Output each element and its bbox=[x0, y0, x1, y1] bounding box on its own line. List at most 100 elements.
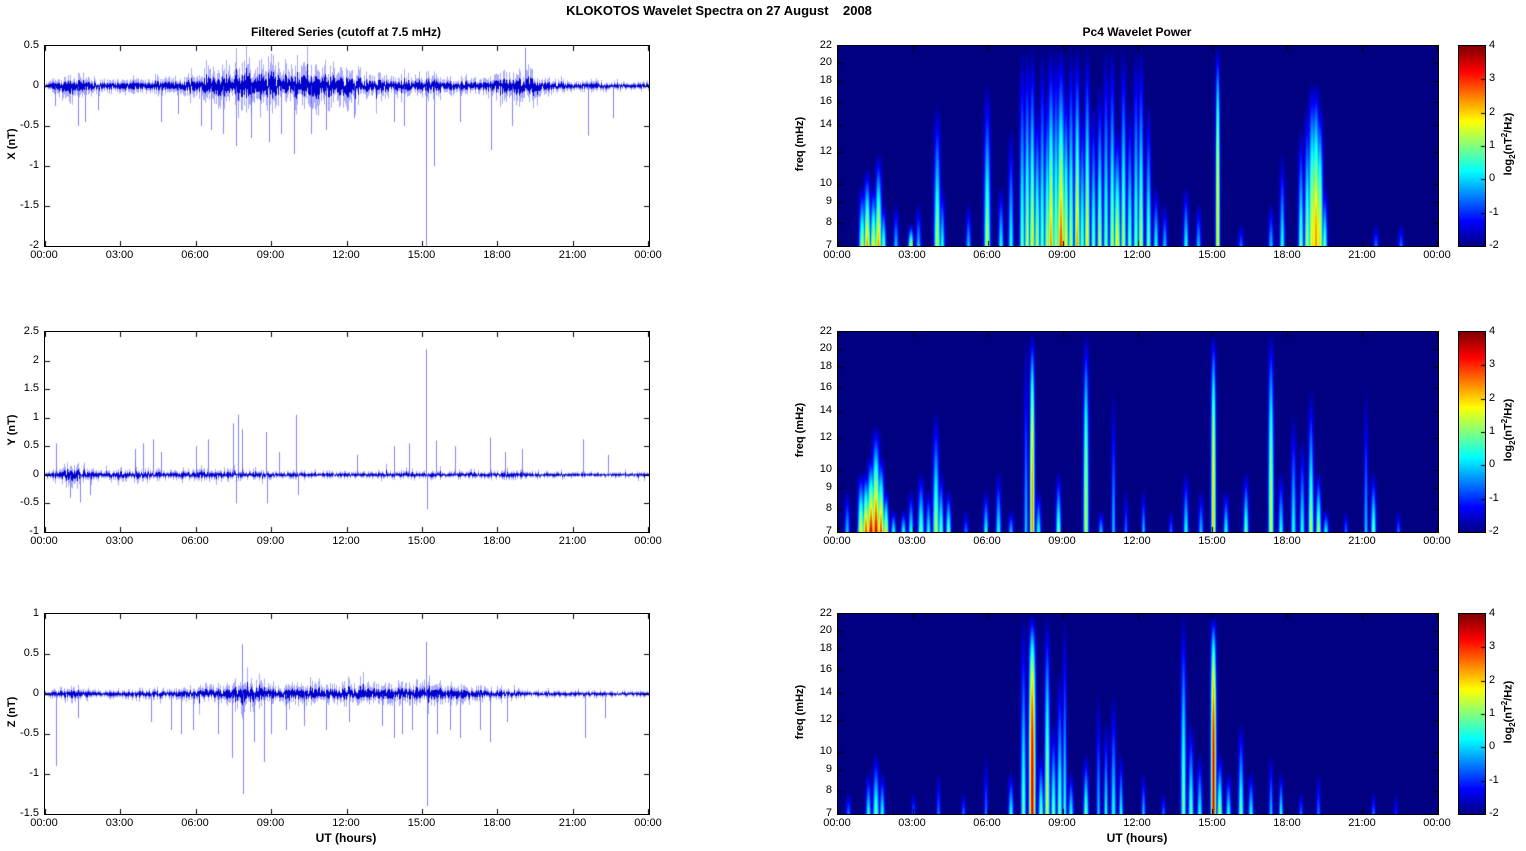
freq-tick-label: 9 bbox=[825, 195, 832, 208]
freq-tick-label: 22 bbox=[819, 39, 832, 51]
colorbar-tick-label: 0 bbox=[1489, 172, 1496, 185]
freq-tick-label: 22 bbox=[819, 607, 832, 619]
freq-tick-label: 8 bbox=[825, 783, 832, 796]
x-tick-label: 06:00 bbox=[973, 249, 1001, 261]
x-tick-label: 00:00 bbox=[634, 249, 662, 261]
x-tick-label: 06:00 bbox=[181, 817, 209, 829]
y-tick-label: -1 bbox=[29, 525, 39, 537]
freq-tick-label: 16 bbox=[819, 662, 832, 675]
timeseries-canvas-y bbox=[45, 332, 649, 532]
figure-title: KLOKOTOS Wavelet Spectra on 27 August 20… bbox=[566, 3, 872, 18]
x-tick-label: 15:00 bbox=[407, 535, 436, 547]
x-tick-label: 03:00 bbox=[105, 535, 134, 547]
x-tick-label: 21:00 bbox=[1348, 535, 1376, 547]
y-tick-label: -2 bbox=[29, 239, 39, 251]
colorbar-tick-label: -1 bbox=[1489, 491, 1499, 504]
x-tick-label: 12:00 bbox=[1123, 249, 1151, 261]
wavelet-panel-x bbox=[837, 45, 1439, 247]
y-tick-label: 0.5 bbox=[23, 39, 39, 51]
wavelet-panel-y bbox=[837, 331, 1439, 533]
x-tick-label: 00:00 bbox=[30, 817, 58, 829]
timeseries-canvas-z bbox=[45, 614, 649, 814]
y-tick-label: -1 bbox=[29, 767, 39, 779]
freq-tick-label: 14 bbox=[819, 117, 832, 130]
freq-tick-label: 14 bbox=[819, 403, 832, 416]
colorbar-canvas-x bbox=[1459, 46, 1485, 246]
x-tick-label: 21:00 bbox=[558, 249, 587, 261]
freq-tick-label: 9 bbox=[825, 481, 832, 494]
x-tick-label: 15:00 bbox=[407, 817, 436, 829]
colorbar-tick-label: -2 bbox=[1489, 525, 1499, 537]
x-tick-label: 06:00 bbox=[181, 535, 209, 547]
colorbar-tick-label: 4 bbox=[1489, 39, 1496, 51]
x-tick-label: 03:00 bbox=[898, 535, 926, 547]
x-tick-label: 18:00 bbox=[1273, 817, 1301, 829]
freq-tick-label: 12 bbox=[819, 712, 832, 725]
x-tick-label: 21:00 bbox=[1348, 817, 1376, 829]
freq-tick-label: 8 bbox=[825, 215, 832, 228]
y-axis-label-x: X (nT) bbox=[6, 128, 18, 160]
freq-tick-label: 20 bbox=[819, 55, 832, 68]
colorbar-tick-label: 0 bbox=[1489, 740, 1496, 753]
freq-tick-label: 18 bbox=[819, 74, 832, 87]
y-tick-label: 2.5 bbox=[23, 325, 39, 337]
colorbar-tick-label: -2 bbox=[1489, 807, 1499, 819]
x-tick-label: 00:00 bbox=[634, 535, 662, 547]
colorbar-tick-label: 3 bbox=[1489, 640, 1496, 653]
timeseries-panel-y bbox=[44, 331, 650, 533]
colorbar-tick-label: 3 bbox=[1489, 72, 1496, 85]
y-tick-label: -0.5 bbox=[20, 727, 39, 739]
freq-tick-label: 10 bbox=[819, 744, 832, 757]
colorbar-tick-label: 4 bbox=[1489, 607, 1496, 619]
colorbar-tick-label: -1 bbox=[1489, 773, 1499, 786]
x-tick-label: 06:00 bbox=[973, 817, 1001, 829]
freq-tick-label: 18 bbox=[819, 360, 832, 373]
colorbar-tick-label: 0 bbox=[1489, 458, 1496, 471]
freq-tick-label: 8 bbox=[825, 501, 832, 514]
wavelet-panel-z bbox=[837, 613, 1439, 815]
y-tick-label: -1.5 bbox=[20, 199, 39, 211]
colorbar-tick-label: 2 bbox=[1489, 391, 1496, 404]
freq-tick-label: 22 bbox=[819, 325, 832, 337]
x-tick-label: 09:00 bbox=[1048, 535, 1076, 547]
x-tick-label: 12:00 bbox=[1123, 817, 1151, 829]
x-tick-label: 03:00 bbox=[898, 817, 926, 829]
freq-tick-label: 16 bbox=[819, 94, 832, 107]
wavelet-canvas-x bbox=[838, 46, 1438, 246]
colorbar-y bbox=[1458, 331, 1486, 533]
freq-tick-label: 14 bbox=[819, 685, 832, 698]
y-tick-label: -1 bbox=[29, 159, 39, 171]
y-axis-label-z: Z (nT) bbox=[6, 696, 18, 728]
colorbar-tick-label: 1 bbox=[1489, 139, 1496, 151]
x-tick-label: 06:00 bbox=[973, 535, 1001, 547]
colorbar-tick-label: 3 bbox=[1489, 358, 1496, 371]
colorbar-tick-label: 4 bbox=[1489, 325, 1496, 337]
x-tick-label: 09:00 bbox=[256, 249, 285, 261]
x-tick-label: 00:00 bbox=[1423, 249, 1451, 261]
y-tick-label: 0.5 bbox=[23, 439, 39, 452]
y-tick-label: 0 bbox=[32, 79, 39, 91]
freq-tick-label: 9 bbox=[825, 763, 832, 776]
x-tick-label: 09:00 bbox=[256, 535, 285, 547]
x-tick-label: 12:00 bbox=[332, 249, 360, 261]
x-tick-label: 21:00 bbox=[1348, 249, 1376, 261]
x-tick-label: 00:00 bbox=[823, 249, 851, 261]
x-tick-label: 15:00 bbox=[407, 249, 436, 261]
colorbar-z bbox=[1458, 613, 1486, 815]
colorbar-tick-label: 1 bbox=[1489, 707, 1496, 719]
freq-tick-label: 7 bbox=[825, 525, 832, 537]
colorbar-tick-label: -2 bbox=[1489, 239, 1499, 251]
x-tick-label: 15:00 bbox=[1198, 535, 1226, 547]
x-tick-label: 03:00 bbox=[105, 817, 134, 829]
colorbar-tick-label: -1 bbox=[1489, 205, 1499, 218]
y-tick-label: -0.5 bbox=[20, 496, 39, 509]
x-tick-label: 00:00 bbox=[823, 817, 851, 829]
timeseries-panel-z bbox=[44, 613, 650, 815]
x-axis-label-right: UT (hours) bbox=[1106, 831, 1168, 845]
left-column-title: Filtered Series (cutoff at 7.5 mHz) bbox=[250, 25, 442, 39]
freq-tick-label: 10 bbox=[819, 462, 832, 475]
colorbar-x bbox=[1458, 45, 1486, 247]
freq-tick-label: 12 bbox=[819, 430, 832, 443]
timeseries-canvas-x bbox=[45, 46, 649, 246]
y-tick-label: 1.5 bbox=[23, 382, 39, 395]
